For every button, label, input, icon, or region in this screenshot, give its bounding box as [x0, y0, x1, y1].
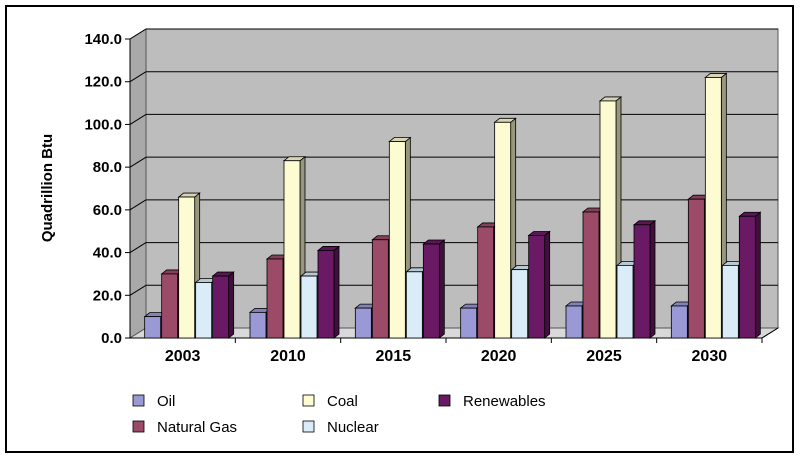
bar-front: [599, 100, 617, 339]
bar-front: [565, 305, 583, 339]
bar-front: [704, 77, 722, 339]
legend-item: Coal: [302, 393, 358, 410]
legend-swatch: [438, 394, 451, 407]
bar-front: [249, 311, 267, 339]
legend-swatch: [302, 394, 315, 407]
bar: [738, 211, 762, 339]
bar-side: [754, 211, 761, 339]
bar-front: [178, 196, 196, 339]
legend: Oil Natural Gas Coal Nuclear Renewables: [132, 393, 546, 436]
bar-front: [371, 239, 389, 339]
side-wall: [129, 28, 147, 339]
x-category-label: 2010: [270, 348, 306, 365]
legend-label: Coal: [327, 393, 358, 410]
y-tick-label: 140.0: [84, 31, 122, 48]
x-category-label: 2003: [165, 348, 201, 365]
bar: [211, 271, 235, 339]
legend-label: Nuclear: [327, 419, 379, 436]
y-tick-label: 120.0: [84, 74, 122, 91]
bar-front: [582, 211, 600, 339]
bar-front: [738, 215, 756, 339]
y-tick-label: 60.0: [93, 202, 122, 219]
legend-item: Nuclear: [302, 419, 379, 436]
x-category-label: 2015: [376, 348, 412, 365]
bar-front: [494, 121, 512, 339]
bar-front: [300, 275, 318, 339]
bar-front: [317, 250, 335, 339]
x-category-label: 2030: [692, 348, 728, 365]
gridline-side: [129, 28, 147, 40]
bar-side: [228, 271, 235, 339]
gridline-side: [129, 156, 147, 168]
bar-front: [721, 264, 739, 339]
y-tick-label: 0.0: [101, 330, 122, 347]
legend-item: Natural Gas: [132, 419, 237, 436]
gridline-side: [129, 242, 147, 253]
bar-front: [477, 226, 495, 339]
bar-front: [460, 307, 478, 339]
bar-side: [333, 245, 340, 339]
legend-label: Oil: [157, 393, 175, 410]
bar: [632, 219, 657, 339]
bar-front: [388, 141, 406, 339]
y-tick-label: 40.0: [93, 245, 122, 262]
legend-item: Oil: [132, 393, 175, 410]
bar-front: [212, 275, 230, 339]
bar: [527, 230, 551, 339]
legend-swatch: [132, 394, 145, 407]
bar-side: [438, 239, 445, 339]
x-category-label: 2020: [481, 348, 517, 365]
gridline-side: [129, 199, 147, 211]
gridline-side: [129, 71, 147, 83]
bar-front: [511, 269, 529, 339]
x-axis-end: [761, 327, 779, 339]
bar: [422, 239, 446, 339]
bar-front: [633, 224, 651, 339]
back-wall: [145, 28, 779, 329]
legend-swatch: [132, 420, 145, 433]
bar-front: [616, 264, 634, 339]
y-tick-label: 20.0: [93, 287, 122, 304]
bar-front: [266, 258, 284, 339]
bar-front: [528, 235, 546, 339]
bar-front: [670, 305, 688, 339]
bar-front: [283, 160, 301, 339]
y-axis-label: Quadrillion Btu: [39, 134, 56, 242]
bar-side: [649, 219, 656, 339]
legend-swatch: [302, 420, 315, 433]
bar-front: [687, 198, 705, 339]
y-tick-label: 100.0: [84, 116, 122, 133]
bar-front: [354, 307, 372, 339]
bars: [143, 72, 762, 339]
legend-item: Renewables: [438, 393, 546, 410]
x-category-label: 2025: [586, 348, 622, 365]
bar-front: [195, 282, 213, 339]
bar-front: [422, 243, 440, 339]
bar-side: [544, 230, 551, 339]
y-tick-label: 80.0: [93, 159, 122, 176]
x-axis-categories: 2003 2010 2015 2020 2025 2030: [165, 338, 763, 365]
bar-front: [161, 273, 179, 339]
bar: [316, 245, 341, 339]
gridlines: [129, 28, 778, 296]
bar-front: [405, 271, 423, 339]
bar-front: [144, 316, 162, 339]
gridline-side: [129, 114, 147, 125]
legend-label: Renewables: [463, 393, 546, 410]
bar: [704, 72, 728, 339]
legend-label: Natural Gas: [157, 419, 237, 436]
gridline-side: [129, 284, 147, 296]
